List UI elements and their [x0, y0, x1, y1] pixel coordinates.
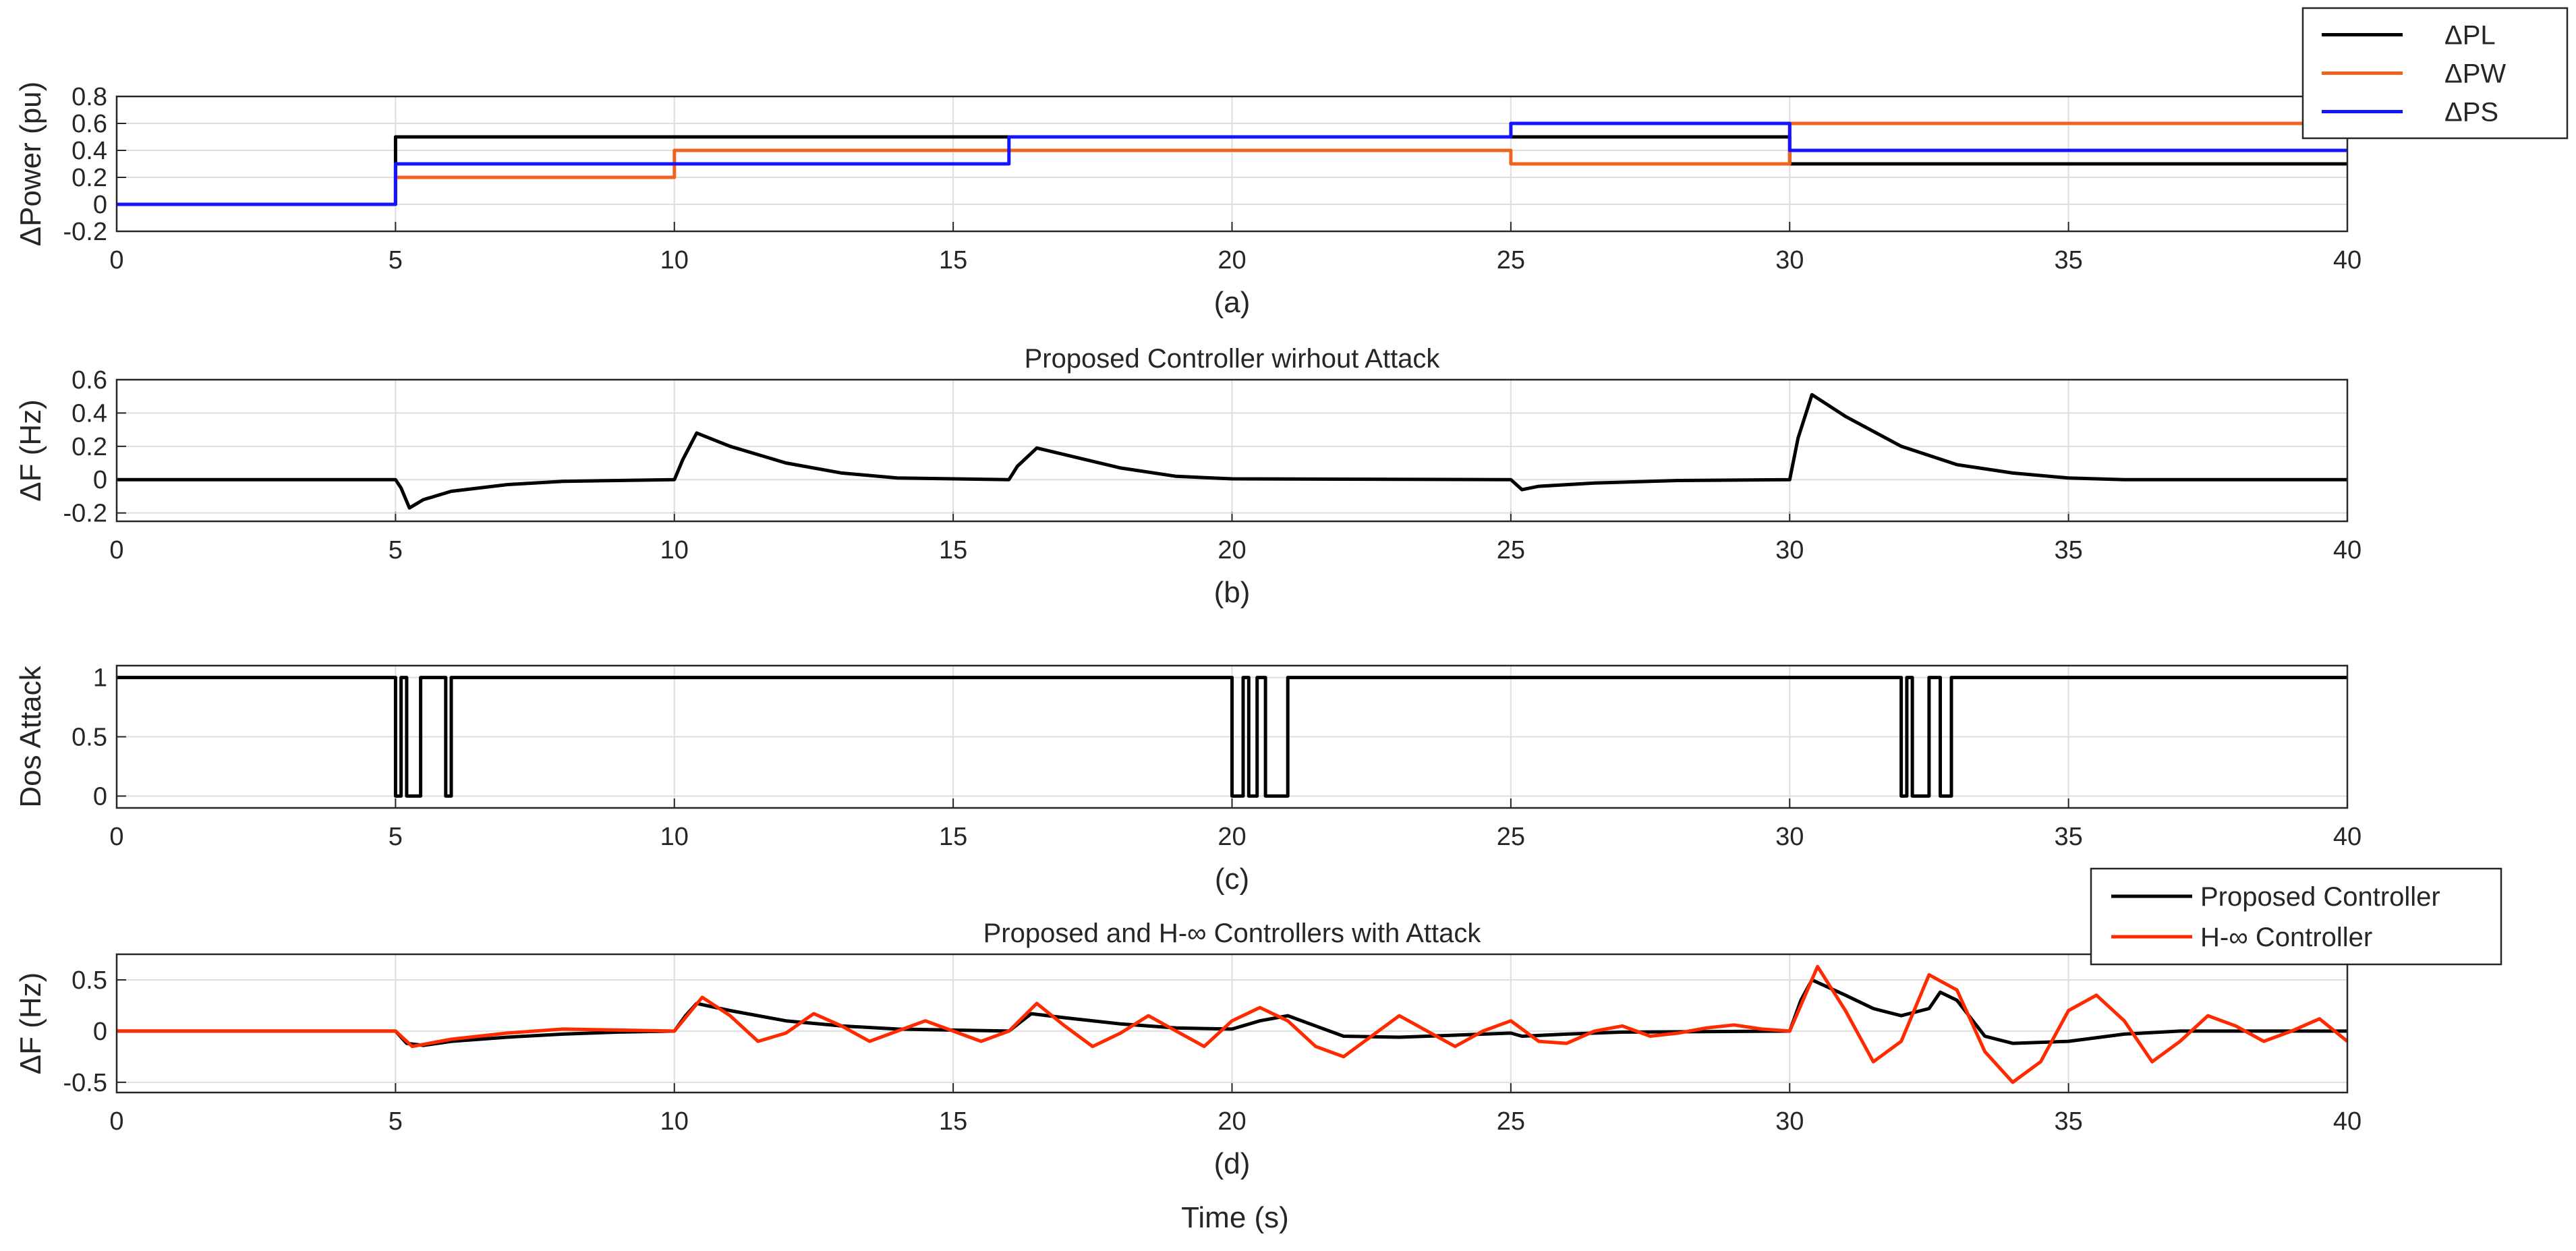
y-tick-label: 0.5 [71, 966, 107, 995]
y-tick-label: 0.4 [71, 399, 107, 428]
x-tick-label: 5 [389, 1107, 403, 1136]
legend: ΔPL ΔPW ΔPS [2301, 7, 2569, 140]
subplot-title: Proposed Controller wirhout Attack [1025, 344, 1441, 374]
x-tick-label: 10 [660, 246, 689, 274]
series-1-line [117, 676, 2347, 798]
axes-box [115, 953, 2349, 1094]
legend-entry: ΔPS [2444, 98, 2498, 127]
subplot-label: (a) [1214, 286, 1251, 319]
subplot-b: 0 5 10 15 20 25 30 35 40-0.200.20.40.6ΔF (Hz)(b)… [14, 344, 2362, 609]
y-tick-label: 0 [93, 782, 107, 811]
y-tick-label: 0 [93, 191, 107, 219]
x-tick-label: 5 [389, 823, 403, 851]
subplot-label: (d) [1214, 1147, 1251, 1180]
x-tick-label: 30 [1775, 246, 1804, 274]
x-tick-label: 20 [1218, 823, 1246, 851]
x-tick-label: 0 [109, 1107, 123, 1136]
subplot-title: Proposed and H-∞ Controllers with Attack [983, 919, 1482, 948]
axes-box [115, 95, 2349, 233]
x-tick-label: 25 [1497, 536, 1525, 564]
x-tick-label: 40 [2333, 246, 2362, 274]
legend: Proposed Controller H-∞ Controller [2090, 867, 2502, 966]
subplot-c: 0 5 10 15 20 25 30 35 40 0 0.5 1 Dos Attack (c) [14, 664, 2362, 896]
y-tick-label: 0 [93, 1018, 107, 1046]
y-tick-label: -0.5 [63, 1069, 107, 1097]
x-tick-label: 15 [939, 1107, 967, 1136]
x-tick-label: 25 [1497, 246, 1525, 274]
series--ps-line [117, 121, 2347, 206]
x-tick-label: 40 [2333, 1107, 2362, 1136]
legend-entry: Proposed Controller [2200, 882, 2440, 912]
x-axis-label: Time (s) [1181, 1201, 1289, 1234]
x-tick-label: 35 [2054, 1107, 2082, 1136]
series-1-line [117, 392, 2347, 510]
subplot-d: 0 5 10 15 20 25 30 35 40-0.500.5ΔF (Hz)(d)Propos… [14, 867, 2502, 1180]
x-tick-label: 30 [1775, 1107, 1804, 1136]
y-axis-label: ΔF (Hz) [14, 399, 47, 502]
x-tick-label: 15 [939, 246, 967, 274]
axes-box [115, 664, 2349, 809]
legend-box [2090, 867, 2502, 966]
x-tick-label: 25 [1497, 1107, 1525, 1136]
x-tick-label: 25 [1497, 823, 1525, 851]
y-tick-label: 0.6 [71, 110, 107, 138]
y-tick-label: -0.2 [63, 500, 107, 528]
x-tick-label: 0 [109, 823, 123, 851]
y-axis-label: ΔPower (pu) [14, 82, 47, 247]
y-tick-label: 0.5 [71, 724, 107, 752]
x-tick-label: 0 [109, 536, 123, 564]
x-tick-label: 20 [1218, 1107, 1246, 1136]
y-tick-label: 0 [93, 466, 107, 494]
x-tick-label: 20 [1218, 246, 1246, 274]
series-h-controller-line [117, 964, 2349, 1084]
x-tick-label: 15 [939, 823, 967, 851]
x-tick-label: 10 [660, 1107, 689, 1136]
subplot-label: (b) [1214, 576, 1251, 609]
y-tick-label: -0.2 [63, 218, 107, 246]
x-tick-label: 35 [2054, 823, 2082, 851]
x-tick-label: 20 [1218, 536, 1246, 564]
x-tick-label: 35 [2054, 536, 2082, 564]
y-tick-label: 0.6 [71, 366, 107, 395]
x-tick-label: 40 [2333, 823, 2362, 851]
x-tick-label: 10 [660, 536, 689, 564]
legend-entry: ΔPW [2444, 59, 2506, 89]
x-tick-label: 5 [389, 246, 403, 274]
y-tick-label: 0.8 [71, 83, 107, 111]
x-tick-label: 5 [389, 536, 403, 564]
x-tick-label: 10 [660, 823, 689, 851]
subplot-label: (c) [1215, 863, 1249, 896]
y-tick-label: 0.4 [71, 137, 107, 165]
x-tick-label: 40 [2333, 536, 2362, 564]
x-tick-label: 15 [939, 536, 967, 564]
axes-box [115, 378, 2349, 523]
legend-entry: ΔPL [2444, 21, 2496, 51]
legend-entry: H-∞ Controller [2200, 923, 2372, 952]
x-tick-label: 0 [109, 246, 123, 274]
y-tick-label: 0.2 [71, 164, 107, 192]
y-axis-label: ΔF (Hz) [14, 972, 47, 1075]
x-tick-label: 30 [1775, 536, 1804, 564]
x-tick-label: 30 [1775, 823, 1804, 851]
y-tick-label: 0.2 [71, 433, 107, 461]
y-axis-label: Dos Attack [14, 665, 47, 807]
x-tick-label: 35 [2054, 246, 2082, 274]
subplot-a: 0 5 10 15 20 25 30 35 40-0.200.20.40.60.8ΔPower … [14, 7, 2569, 319]
y-tick-label: 1 [93, 664, 107, 693]
